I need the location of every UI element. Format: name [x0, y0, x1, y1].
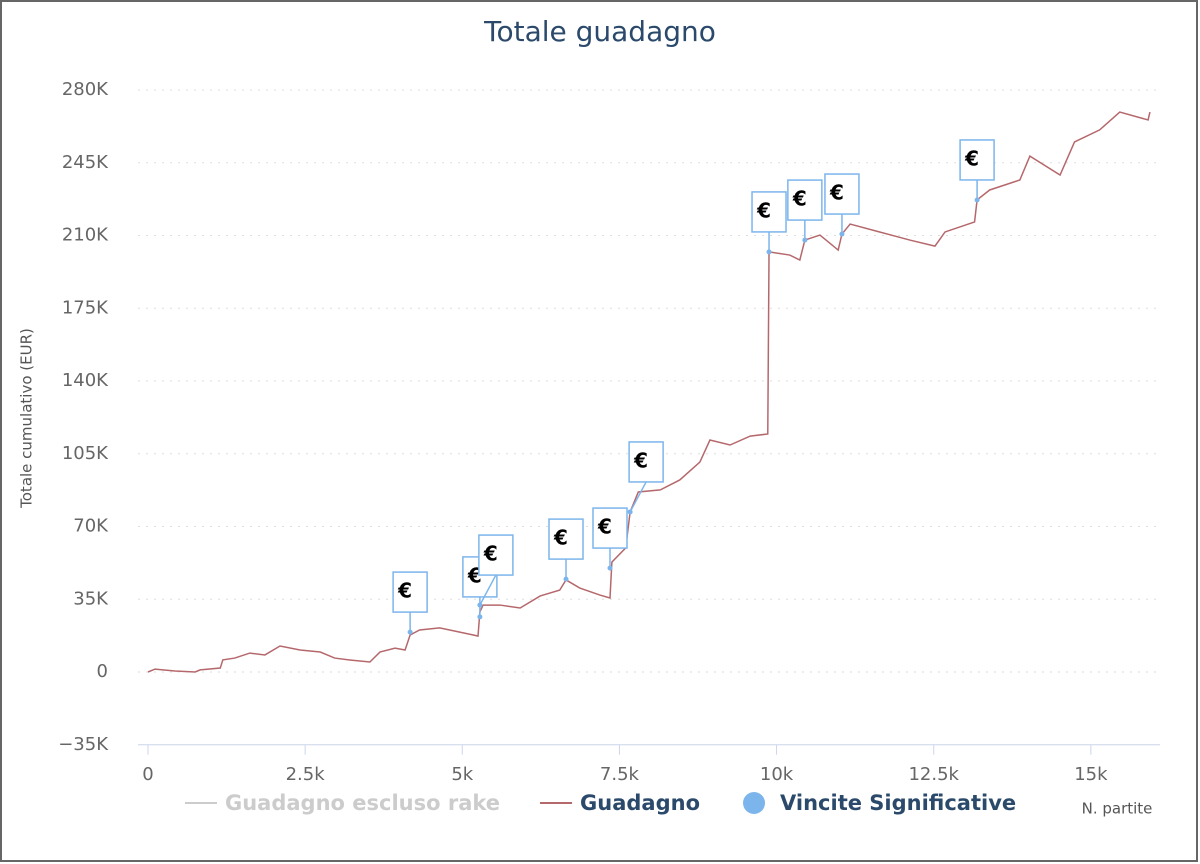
flag-connector [629, 481, 647, 513]
flag-label: € [397, 579, 412, 603]
scatter-point [766, 249, 772, 255]
flag [628, 441, 664, 483]
flag-label: € [483, 542, 498, 566]
x-tick-label: 10k [760, 764, 794, 785]
y-tick-label: 245K [62, 152, 109, 173]
scatter-point [627, 509, 633, 515]
legend-item[interactable]: Guadagno escluso rake [185, 791, 500, 815]
y-tick-label: 0 [97, 661, 108, 682]
y-tick-label: 70K [73, 516, 109, 537]
flag-label: € [964, 146, 979, 170]
y-axis-label: Totale cumulativo (EUR) [18, 328, 36, 509]
scatter-point [477, 602, 483, 608]
x-tick-label: 0 [142, 764, 153, 785]
y-tick-label: −35K [58, 734, 109, 755]
flag-label: € [829, 181, 844, 205]
x-tick-label: 15k [1074, 764, 1108, 785]
scatter-point [477, 614, 483, 620]
flag [824, 173, 860, 215]
flag [959, 139, 995, 181]
chart-title: Totale guadagno [483, 15, 716, 48]
flag-connector [479, 574, 497, 606]
x-tick-label: 5k [451, 764, 473, 785]
flag [478, 534, 514, 576]
x-tick-label: 2.5k [286, 764, 326, 785]
flag-label: € [467, 563, 482, 587]
x-tick-label: 7.5k [600, 764, 640, 785]
legend-symbol [743, 792, 766, 814]
flag [548, 518, 584, 560]
flag [787, 179, 823, 221]
y-tick-label: 210K [62, 225, 109, 246]
y-tick-label: 175K [62, 297, 109, 318]
legend-label: Guadagno [580, 791, 700, 815]
y-tick-label: 140K [62, 370, 109, 391]
scatter-point [974, 197, 980, 203]
flag [392, 571, 428, 613]
x-tick-label: 12.5k [908, 764, 959, 785]
legend-label: Vincite Significative [780, 791, 1016, 815]
y-tick-label: 280K [62, 79, 109, 100]
flag-label: € [633, 448, 648, 472]
scatter-point [607, 565, 613, 571]
flag [751, 191, 787, 233]
flag [592, 507, 628, 549]
x-axis-label: N. partite [1082, 800, 1153, 818]
scatter-point [839, 231, 845, 237]
flag-label: € [792, 187, 807, 211]
legend-label: Guadagno escluso rake [225, 791, 500, 815]
scatter-point [563, 576, 569, 582]
scatter-point [407, 629, 413, 635]
flag-label: € [597, 515, 612, 539]
y-tick-label: 105K [62, 443, 109, 464]
scatter-point [802, 237, 808, 243]
legend-item[interactable]: Guadagno [540, 791, 700, 815]
flag-label: € [553, 526, 568, 550]
flag-label: € [756, 198, 771, 222]
line-series [147, 111, 1151, 673]
legend-item[interactable]: Vincite Significative [743, 791, 1016, 815]
y-tick-label: 35K [73, 588, 109, 609]
